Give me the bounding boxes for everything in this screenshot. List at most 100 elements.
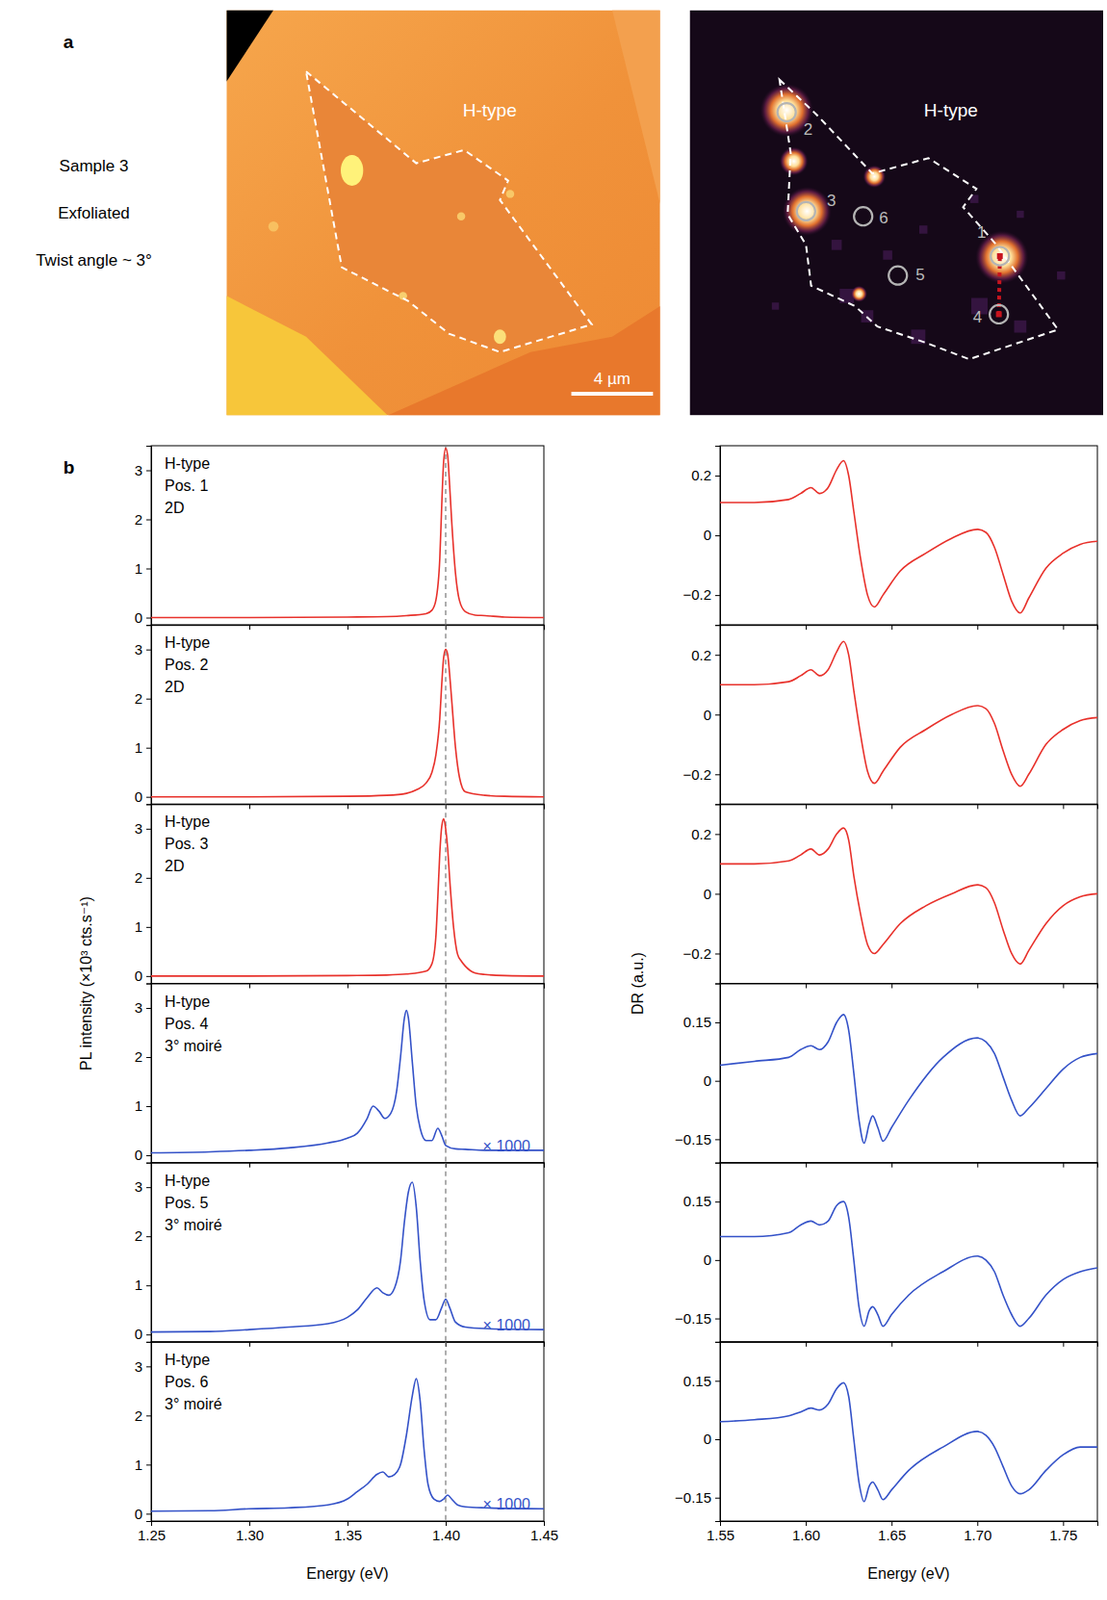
plot-frame — [151, 624, 544, 804]
y-axis: −0.200.2 — [682, 446, 721, 626]
tick — [347, 983, 349, 989]
axis-line — [146, 983, 153, 1163]
image-spot — [493, 329, 507, 344]
tick-mark — [720, 1520, 721, 1526]
x-axis — [152, 624, 545, 630]
plot-area — [151, 983, 544, 1163]
axis-line — [715, 625, 721, 805]
plot-area — [151, 624, 544, 804]
image-region — [612, 10, 661, 205]
tick-mark — [543, 1520, 545, 1526]
tick-mark — [146, 797, 152, 799]
tick-mark — [445, 1520, 447, 1526]
spectrum-line — [151, 448, 544, 618]
spectrum-line — [720, 641, 1098, 786]
x-axis — [720, 1341, 1099, 1347]
tick: 0.15 — [683, 1192, 721, 1210]
axis-line — [720, 625, 1099, 631]
tick-mark — [891, 983, 893, 989]
tick: 1.40 — [432, 1520, 461, 1544]
tick: 1.45 — [530, 1520, 559, 1544]
tick — [805, 1162, 807, 1168]
tick: 0 — [703, 1251, 721, 1268]
tick-mark — [146, 828, 152, 830]
tick-mark — [146, 747, 152, 749]
tick-mark — [146, 1285, 152, 1287]
tick-mark — [146, 926, 152, 928]
image-blob — [772, 302, 779, 309]
sample-text: Exfoliated — [57, 204, 130, 223]
reference-line — [444, 1162, 446, 1342]
tick-mark — [977, 1162, 979, 1168]
plot-area — [151, 445, 544, 625]
tick-label: 0.2 — [691, 466, 712, 484]
y-axis: 0123 — [134, 1162, 153, 1342]
tick — [977, 1162, 979, 1168]
tick — [977, 983, 979, 989]
tick-mark — [249, 983, 251, 989]
tick-mark — [891, 1162, 893, 1168]
tick-mark — [805, 983, 807, 989]
spectrum-line — [151, 1378, 544, 1512]
spectrum-panel: −0.200.2 — [682, 445, 1098, 630]
tick: 1 — [134, 560, 152, 577]
tick — [805, 803, 807, 809]
tick: 0 — [134, 967, 152, 984]
spectrum-line — [151, 819, 544, 977]
tick: 0.2 — [691, 825, 721, 843]
tick-mark — [347, 1341, 349, 1347]
axis-title: Energy (eV) — [867, 1565, 950, 1582]
y-axis: −0.200.2 — [682, 804, 721, 984]
tick-mark — [146, 1056, 152, 1058]
tick-mark — [891, 624, 893, 630]
tick-mark — [146, 1334, 152, 1336]
image-spot — [850, 285, 868, 303]
tick — [249, 803, 251, 809]
tick-mark — [805, 1162, 807, 1168]
tick — [249, 983, 251, 989]
plot-area — [720, 827, 1098, 964]
y-axis: 0123 — [134, 804, 153, 984]
tick — [249, 624, 251, 630]
region-label: H-type — [924, 100, 979, 121]
tick-label: 1 — [134, 918, 143, 935]
image-spot — [340, 154, 363, 186]
spectrum-panel: 0123H-typePos. 43° moiré× 1000 — [134, 983, 545, 1168]
spectrum-panel: 01231.251.301.351.401.45H-typePos. 63° m… — [134, 1341, 559, 1544]
panel-letter: b — [63, 457, 76, 478]
tick-label: 0.15 — [683, 1013, 712, 1030]
spectrum-line — [720, 1382, 1098, 1501]
y-axis: 0123 — [134, 446, 153, 626]
tick: 0 — [703, 1430, 721, 1447]
tick-mark — [715, 1201, 721, 1203]
tick-label: 0 — [703, 526, 712, 543]
panel-annotation: Pos. 6 — [164, 1373, 208, 1391]
tick-mark — [347, 624, 349, 630]
x-axis — [720, 803, 1099, 809]
tick-label: −0.15 — [674, 1489, 712, 1506]
axis-line — [715, 983, 721, 1163]
tick: 2 — [134, 511, 152, 528]
spectrum-panel: −0.1500.151.551.601.651.701.75 — [674, 1341, 1098, 1544]
tick — [805, 983, 807, 989]
tick — [1062, 983, 1064, 989]
y-axis: 0123 — [134, 983, 153, 1163]
plot-frame — [151, 1162, 544, 1342]
tick-label: 1 — [134, 560, 143, 577]
axis-line — [715, 1162, 721, 1342]
tick-label: 0.15 — [683, 1372, 712, 1390]
tick: 0 — [134, 609, 152, 626]
tick-label: 2 — [134, 511, 143, 528]
axis-line — [720, 1521, 1099, 1527]
reference-line — [444, 445, 446, 625]
region-label: H-type — [463, 100, 517, 121]
tick-mark — [715, 893, 721, 895]
plot-area — [720, 1014, 1098, 1144]
axis-line — [146, 446, 153, 626]
tick: 1 — [134, 918, 152, 935]
tick: 1 — [134, 1276, 152, 1293]
reference-line — [444, 624, 446, 804]
panel-annotation: H-type — [164, 1351, 210, 1368]
image-blob — [1014, 320, 1028, 334]
tick-mark — [146, 976, 152, 978]
